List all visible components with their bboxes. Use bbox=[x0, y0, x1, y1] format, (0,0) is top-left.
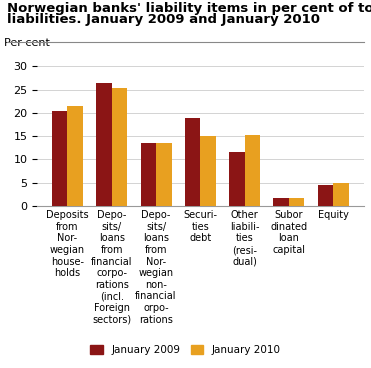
Text: Norwegian banks' liability items in per cent of total: Norwegian banks' liability items in per … bbox=[7, 2, 371, 15]
Text: liabilities. January 2009 and January 2010: liabilities. January 2009 and January 20… bbox=[7, 13, 321, 26]
Bar bbox=[333, 183, 349, 206]
Bar bbox=[289, 198, 305, 206]
Legend: January 2009, January 2010: January 2009, January 2010 bbox=[86, 340, 285, 359]
Bar bbox=[244, 135, 260, 206]
Bar bbox=[200, 136, 216, 206]
Bar bbox=[141, 143, 156, 206]
Bar bbox=[318, 185, 333, 206]
Bar bbox=[68, 106, 83, 206]
Bar bbox=[273, 198, 289, 206]
Bar bbox=[185, 117, 200, 206]
Bar bbox=[112, 88, 127, 206]
Text: Per cent: Per cent bbox=[4, 38, 50, 48]
Bar bbox=[52, 112, 68, 206]
Bar bbox=[229, 152, 244, 206]
Bar bbox=[156, 143, 171, 206]
Bar bbox=[96, 84, 112, 206]
